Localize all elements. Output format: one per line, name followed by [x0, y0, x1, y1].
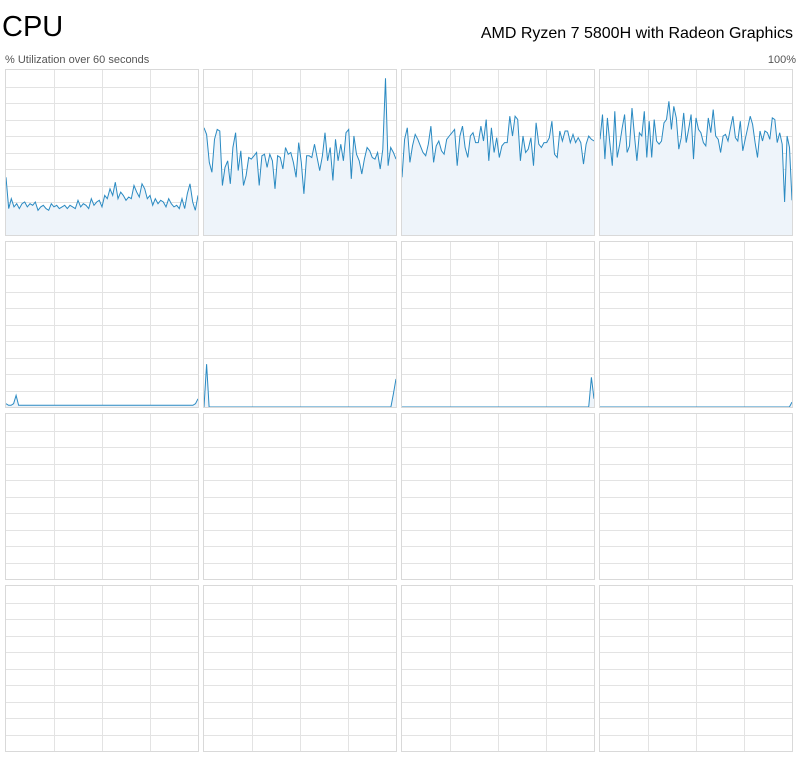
core-graph-canvas — [600, 70, 792, 235]
processor-name: AMD Ryzen 7 5800H with Radeon Graphics — [480, 25, 793, 42]
core-graph — [5, 241, 199, 408]
core-graph — [5, 413, 199, 580]
core-graph-canvas — [6, 586, 198, 751]
core-graph — [401, 413, 595, 580]
core-graph-canvas — [402, 242, 594, 407]
utilization-line — [6, 393, 198, 406]
core-graph — [401, 241, 595, 408]
utilization-area — [6, 177, 198, 235]
core-graph — [203, 413, 397, 580]
core-graph-canvas — [6, 414, 198, 579]
max-percent-label: 100% — [767, 54, 796, 66]
core-graph — [5, 585, 199, 752]
core-graph-canvas — [402, 586, 594, 751]
utilization-area — [6, 395, 198, 407]
core-graph — [599, 413, 793, 580]
utilization-line — [6, 177, 198, 212]
utilization-line — [402, 114, 594, 178]
core-graph-canvas — [204, 70, 396, 235]
core-graph — [5, 69, 199, 236]
page-title: CPU — [2, 11, 64, 43]
core-graph-canvas — [402, 414, 594, 579]
core-graph-canvas — [204, 586, 396, 751]
core-graph-canvas — [600, 414, 792, 579]
core-graph-canvas — [600, 242, 792, 407]
utilization-area — [204, 78, 396, 235]
core-graph-canvas — [6, 70, 198, 235]
core-graph-canvas — [204, 242, 396, 407]
core-graph — [401, 585, 595, 752]
cpu-core-graphs — [0, 69, 800, 758]
core-graph — [203, 585, 397, 752]
core-graph — [203, 69, 397, 236]
utilization-line — [600, 101, 792, 203]
utilization-line — [204, 78, 396, 194]
core-graph-canvas — [402, 70, 594, 235]
core-graph — [401, 69, 595, 236]
utilization-label: % Utilization over 60 seconds — [5, 54, 150, 66]
core-graph — [599, 585, 793, 752]
core-graph-canvas — [6, 242, 198, 407]
core-graph-canvas — [204, 414, 396, 579]
utilization-area — [402, 116, 594, 235]
core-graph — [599, 241, 793, 408]
core-graph-canvas — [600, 586, 792, 751]
core-graph — [599, 69, 793, 236]
utilization-area — [600, 101, 792, 235]
core-graph — [203, 241, 397, 408]
